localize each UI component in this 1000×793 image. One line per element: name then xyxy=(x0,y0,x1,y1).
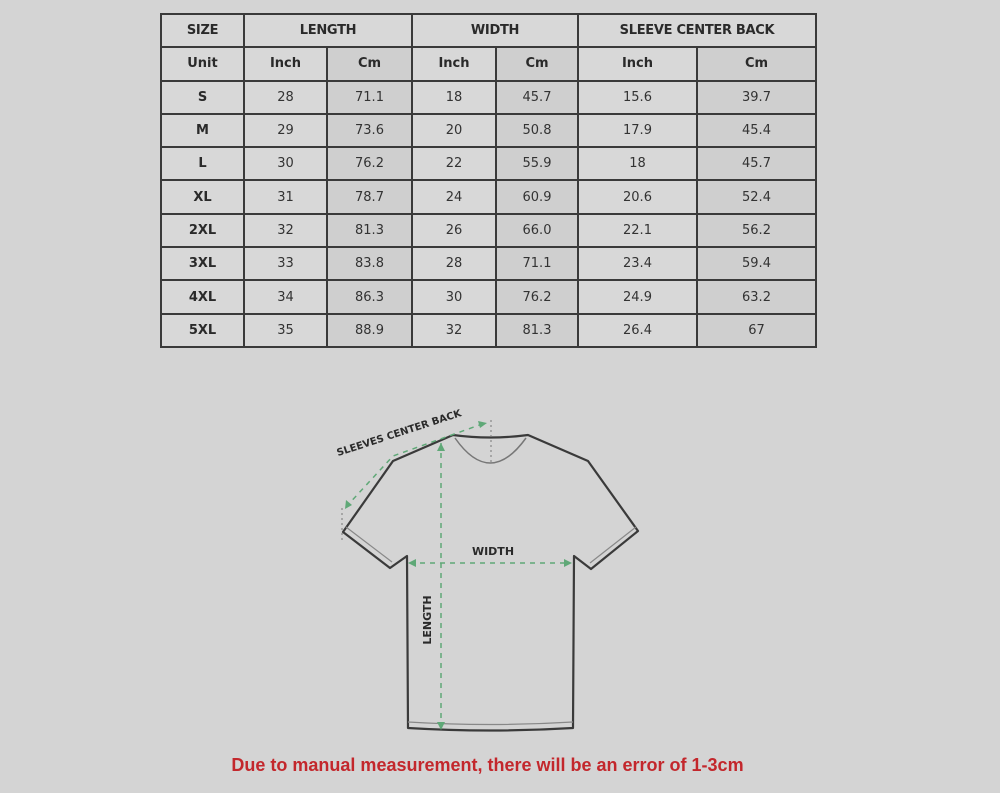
table-row: 2XL 32 81.3 26 66.0 22.1 56.2 xyxy=(160,212,817,249)
arrow-icon xyxy=(408,559,416,567)
header-length: LENGTH xyxy=(243,12,413,49)
value-cell: 15.6 xyxy=(577,79,698,115)
header-sleeve: SLEEVE CENTER BACK xyxy=(577,12,817,49)
value-cell: 52.4 xyxy=(696,179,817,215)
value-cell: 71.1 xyxy=(326,79,413,115)
value-cell: 83.8 xyxy=(326,246,413,282)
tshirt-outline xyxy=(341,433,640,732)
arrow-icon xyxy=(345,500,352,509)
size-cell: 3XL xyxy=(160,246,245,282)
width-label: WIDTH xyxy=(472,545,514,558)
value-cell: 30 xyxy=(243,146,328,182)
value-cell: 39.7 xyxy=(696,79,817,115)
length-label: LENGTH xyxy=(421,595,434,644)
size-cell: S xyxy=(160,79,245,115)
sleeve-cuff-left xyxy=(345,526,393,563)
value-cell: 32 xyxy=(411,312,497,348)
size-chart-table: SIZE LENGTH WIDTH SLEEVE CENTER BACK Uni… xyxy=(160,12,817,348)
arrow-icon xyxy=(437,443,445,451)
value-cell: 45.4 xyxy=(696,112,817,149)
unit-row: Unit Inch Cm Inch Cm Inch Cm xyxy=(160,46,817,82)
header-width: WIDTH xyxy=(411,12,579,49)
value-cell: 28 xyxy=(411,246,497,282)
sleeve-cuff-right xyxy=(589,526,637,564)
value-cell: 32 xyxy=(243,212,328,249)
arrow-icon xyxy=(478,421,487,428)
value-cell: 30 xyxy=(411,279,497,315)
value-cell: 67 xyxy=(696,312,817,348)
unit-cell: Cm xyxy=(495,46,579,82)
value-cell: 24 xyxy=(411,179,497,215)
measurement-note: Due to manual measurement, there will be… xyxy=(231,755,744,775)
value-cell: 71.1 xyxy=(495,246,579,282)
value-cell: 26.4 xyxy=(577,312,698,348)
unit-cell: Cm xyxy=(326,46,413,82)
sleeve-label: SLEEVES CENTER BACK xyxy=(336,408,465,459)
value-cell: 20 xyxy=(411,112,497,149)
unit-cell: Inch xyxy=(243,46,328,82)
size-cell: 2XL xyxy=(160,212,245,249)
unit-cell: Inch xyxy=(577,46,698,82)
value-cell: 26 xyxy=(411,212,497,249)
value-cell: 66.0 xyxy=(495,212,579,249)
table-row: M 29 73.6 20 50.8 17.9 45.4 xyxy=(160,112,817,149)
arrow-icon xyxy=(437,722,445,730)
value-cell: 45.7 xyxy=(495,79,579,115)
unit-cell: Cm xyxy=(696,46,817,82)
value-cell: 45.7 xyxy=(696,146,817,182)
size-cell: M xyxy=(160,112,245,149)
value-cell: 56.2 xyxy=(696,212,817,249)
table-row: 4XL 34 86.3 30 76.2 24.9 63.2 xyxy=(160,279,817,315)
value-cell: 35 xyxy=(243,312,328,348)
value-cell: 28 xyxy=(243,79,328,115)
value-cell: 20.6 xyxy=(577,179,698,215)
value-cell: 24.9 xyxy=(577,279,698,315)
size-cell: XL xyxy=(160,179,245,215)
value-cell: 29 xyxy=(243,112,328,149)
size-cell: 5XL xyxy=(160,312,245,348)
value-cell: 22.1 xyxy=(577,212,698,249)
value-cell: 86.3 xyxy=(326,279,413,315)
table-row: L 30 76.2 22 55.9 18 45.7 xyxy=(160,146,817,182)
value-cell: 81.3 xyxy=(326,212,413,249)
value-cell: 22 xyxy=(411,146,497,182)
unit-cell: Inch xyxy=(411,46,497,82)
value-cell: 23.4 xyxy=(577,246,698,282)
header-row: SIZE LENGTH WIDTH SLEEVE CENTER BACK xyxy=(160,12,817,49)
arrow-icon xyxy=(564,559,572,567)
value-cell: 17.9 xyxy=(577,112,698,149)
value-cell: 76.2 xyxy=(495,279,579,315)
value-cell: 59.4 xyxy=(696,246,817,282)
value-cell: 63.2 xyxy=(696,279,817,315)
sleeve-measure xyxy=(345,422,486,508)
value-cell: 60.9 xyxy=(495,179,579,215)
value-cell: 88.9 xyxy=(326,312,413,348)
value-cell: 50.8 xyxy=(495,112,579,149)
value-cell: 33 xyxy=(243,246,328,282)
collar xyxy=(454,437,527,464)
value-cell: 73.6 xyxy=(326,112,413,149)
value-cell: 18 xyxy=(577,146,698,182)
size-cell: 4XL xyxy=(160,279,245,315)
value-cell: 34 xyxy=(243,279,328,315)
hem-line xyxy=(407,721,574,726)
table-row: XL 31 78.7 24 60.9 20.6 52.4 xyxy=(160,179,817,215)
value-cell: 18 xyxy=(411,79,497,115)
size-cell: L xyxy=(160,146,245,182)
value-cell: 81.3 xyxy=(495,312,579,348)
table-row: 5XL 35 88.9 32 81.3 26.4 67 xyxy=(160,312,817,348)
value-cell: 31 xyxy=(243,179,328,215)
value-cell: 78.7 xyxy=(326,179,413,215)
header-size: SIZE xyxy=(160,12,245,49)
table-row: S 28 71.1 18 45.7 15.6 39.7 xyxy=(160,79,817,115)
table-row: 3XL 33 83.8 28 71.1 23.4 59.4 xyxy=(160,246,817,282)
value-cell: 55.9 xyxy=(495,146,579,182)
value-cell: 76.2 xyxy=(326,146,413,182)
unit-label: Unit xyxy=(160,46,245,82)
